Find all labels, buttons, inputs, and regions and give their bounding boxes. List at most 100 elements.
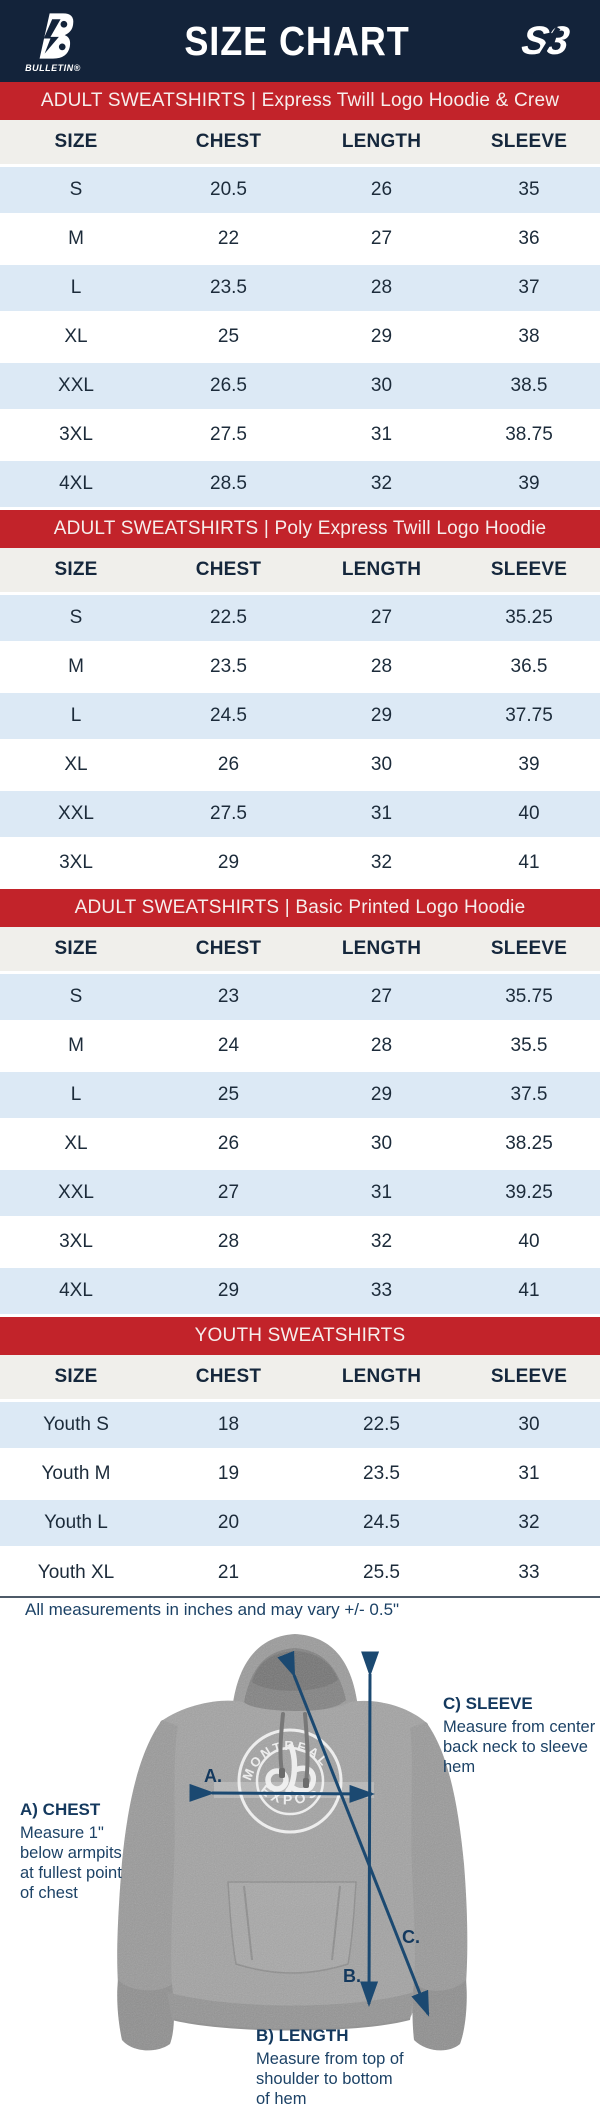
section-header: ADULT SWEATSHIRTS | Basic Printed Logo H… — [0, 889, 600, 927]
column-header: SLEEVE — [490, 1366, 568, 1387]
size-cell: XXL — [58, 803, 94, 824]
size-cell: Youth S — [43, 1414, 109, 1435]
size-cell: Youth M — [41, 1463, 111, 1484]
size-cell: S — [69, 607, 83, 628]
measurement-cell: 33 — [370, 1280, 393, 1301]
measurement-cell: 28 — [370, 1035, 393, 1056]
measurement-cell: 38 — [518, 326, 540, 347]
column-header: SIZE — [54, 1366, 98, 1387]
table-row: L 25 29 37.5 — [0, 1072, 600, 1121]
measurement-cell: 27 — [217, 1182, 240, 1203]
measurement-arrows — [189, 1650, 430, 2017]
table-row: XL 26 30 38.25 — [0, 1121, 600, 1170]
measurement-cell: 29 — [370, 326, 393, 347]
measurement-cell: 30 — [518, 1414, 540, 1435]
section-header: YOUTH SWEATSHIRTS — [0, 1317, 600, 1355]
column-header: SIZE — [54, 938, 98, 959]
measurement-cell: 25.5 — [363, 1561, 400, 1583]
size-cell: 3XL — [59, 852, 93, 873]
section-header: ADULT SWEATSHIRTS | Poly Express Twill L… — [0, 510, 600, 548]
table-row: 3XL 29 32 41 — [0, 840, 600, 889]
measurement-cell: 23.5 — [210, 656, 247, 677]
size-cell: XXL — [58, 375, 94, 396]
size-cell: L — [70, 277, 82, 298]
measurement-cell: 32 — [518, 1512, 540, 1533]
measurement-cell: 32 — [370, 1231, 393, 1252]
table-row: XXL 26.5 30 38.5 — [0, 363, 600, 412]
chest-annotation-body: Measure 1" below armpits at fullest poin… — [20, 1824, 122, 1903]
size-cell: M — [68, 228, 84, 249]
sleeve-annotation: C) SLEEVE Measure from center back neck … — [443, 1694, 600, 1777]
table-header-row: SIZE CHEST LENGTH SLEEVE — [0, 1355, 600, 1402]
sleeve-annotation-body: Measure from center back neck to sleeve … — [443, 1718, 596, 1777]
table-row: Youth XL 21 25.5 33 — [0, 1549, 600, 1598]
top-header-bar: BULLETIN® SIZE CHART S3 — [0, 0, 600, 82]
measurement-cell: 27.5 — [210, 424, 247, 445]
measurement-cell: 33 — [518, 1561, 540, 1583]
sleeve-arrow — [277, 1650, 430, 2017]
size-cell: 3XL — [59, 1231, 93, 1252]
table-header-row: SIZE CHEST LENGTH SLEEVE — [0, 120, 600, 167]
size-cell: XL — [64, 1133, 88, 1154]
measurement-cell: 18 — [217, 1414, 240, 1435]
table-row: XXL 27.5 31 40 — [0, 791, 600, 840]
measurement-cell: 39.25 — [505, 1182, 553, 1203]
chest-annotation: A) CHEST Measure 1" below armpits at ful… — [20, 1800, 140, 1904]
measurement-cell: 29 — [370, 1084, 393, 1105]
measurement-cell: 22 — [217, 228, 240, 249]
size-cell: 4XL — [59, 473, 93, 494]
page-title: SIZE CHART — [184, 17, 410, 64]
length-annotation-title: B) LENGTH — [256, 2026, 349, 2045]
measurement-cell: 31 — [370, 1182, 393, 1203]
measurement-cell: 25 — [217, 1084, 240, 1105]
measurement-cell: 32 — [370, 473, 393, 494]
measurement-cell: 27 — [370, 986, 393, 1007]
measurement-cell: 37.75 — [505, 705, 553, 726]
length-annotation: B) LENGTH Measure from top of shoulder t… — [256, 2026, 404, 2109]
measurement-footnote: All measurements in inches and may vary … — [25, 1600, 400, 1619]
size-cell: L — [70, 705, 82, 726]
column-header: LENGTH — [341, 559, 422, 580]
measurement-cell: 26 — [370, 179, 393, 200]
measurement-cell: 22.5 — [363, 1414, 400, 1435]
measurement-cell: 27 — [370, 607, 393, 628]
measurement-cell: 35 — [518, 179, 540, 200]
section-title: YOUTH SWEATSHIRTS — [194, 1325, 406, 1346]
measurement-cell: 29 — [217, 1280, 240, 1301]
column-header: LENGTH — [341, 1366, 422, 1387]
sleeve-annotation-title: C) SLEEVE — [443, 1694, 533, 1713]
measurement-cell: 23.5 — [210, 277, 247, 298]
chest-annotation-title: A) CHEST — [20, 1800, 101, 1819]
section-header: ADULT SWEATSHIRTS | Express Twill Logo H… — [0, 82, 600, 120]
measurement-cell: 38.75 — [505, 424, 553, 445]
table-row: Youth S 18 22.5 30 — [0, 1402, 600, 1451]
size-cell: S — [69, 179, 83, 200]
table-row: XXL 27 31 39.25 — [0, 1170, 600, 1219]
measurement-cell: 20 — [217, 1512, 240, 1533]
table-row: S 23 27 35.75 — [0, 974, 600, 1023]
size-cell: Youth XL — [37, 1561, 115, 1583]
measurement-cell: 30 — [370, 754, 393, 775]
measurement-cell: 35.5 — [510, 1035, 548, 1056]
chest-arrow — [189, 1783, 375, 1803]
measurement-cell: 35.75 — [505, 986, 553, 1007]
table-row: 3XL 28 32 40 — [0, 1219, 600, 1268]
measurement-cell: 30 — [370, 375, 393, 396]
size-cell: M — [68, 656, 84, 677]
table-row: Youth M 19 23.5 31 — [0, 1451, 600, 1500]
measurement-cell: 37 — [518, 277, 540, 298]
length-arrow — [360, 1651, 380, 2007]
measurement-cell: 40 — [518, 1231, 540, 1252]
drawstring-tip-right — [303, 1778, 309, 1788]
size-cell: 3XL — [59, 424, 93, 445]
table-row: L 24.5 29 37.75 — [0, 693, 600, 742]
size-cell: XL — [64, 326, 88, 347]
measurement-cell: 41 — [518, 1280, 540, 1301]
measurement-cell: 40 — [518, 803, 540, 824]
table-header-row: SIZE CHEST LENGTH SLEEVE — [0, 927, 600, 974]
table-row: M 24 28 35.5 — [0, 1023, 600, 1072]
measurement-cell: 29 — [217, 852, 240, 873]
measurement-cell: 28 — [217, 1231, 240, 1252]
measurement-cell: 39 — [518, 473, 540, 494]
